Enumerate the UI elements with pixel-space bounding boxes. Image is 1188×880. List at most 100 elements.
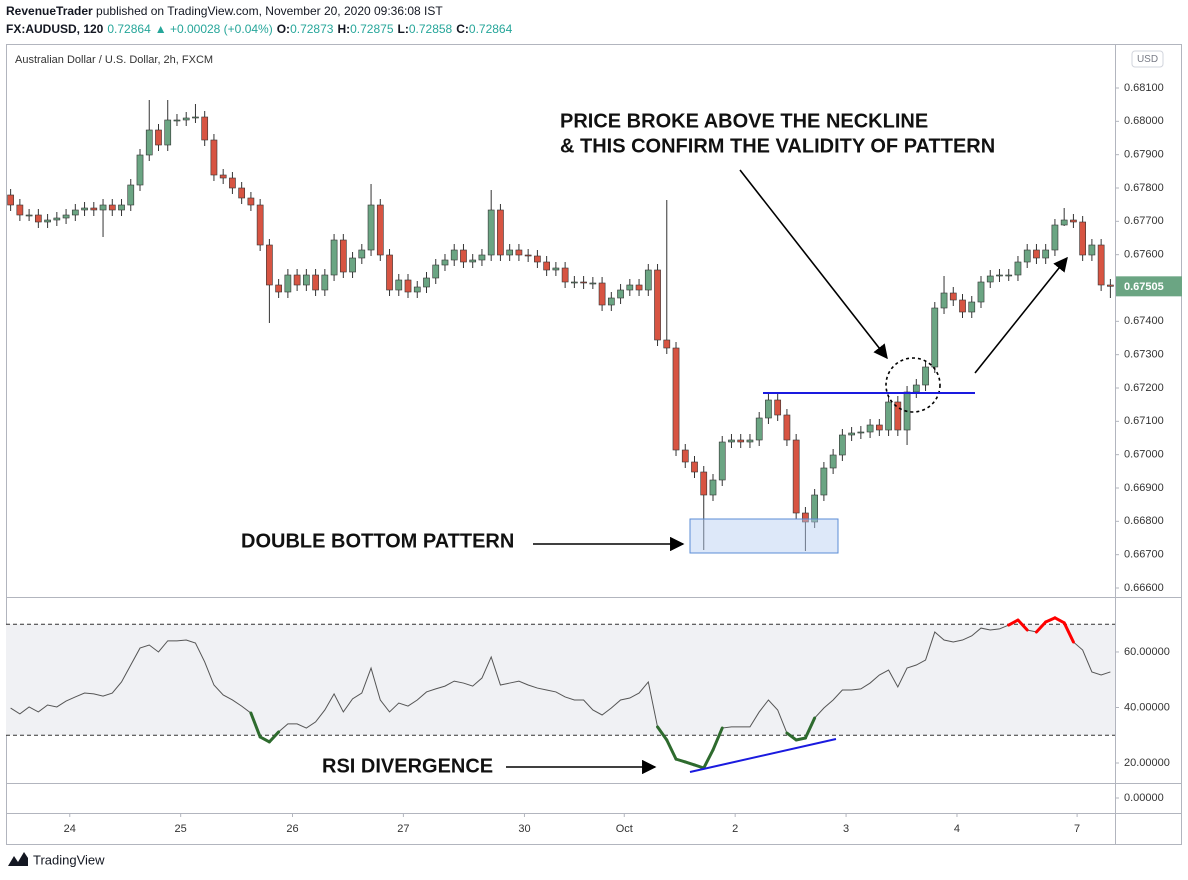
- symbol-line: FX:AUDUSD, 120 0.72864 ▲ +0.00028 (+0.04%)…: [6, 22, 513, 36]
- rsi-extreme-segment: [785, 731, 798, 742]
- candle-body: [515, 249, 523, 256]
- y-tick-label: 0.67000: [1124, 449, 1164, 461]
- candle-body: [959, 299, 966, 313]
- candle-body: [7, 194, 14, 206]
- candle-body: [691, 461, 698, 473]
- y-tick-label: 0.67700: [1124, 215, 1164, 227]
- candle-body: [423, 277, 430, 288]
- candle-body: [718, 441, 726, 481]
- candle-body: [321, 274, 329, 291]
- candle-body: [626, 284, 634, 291]
- ohlc-label: L:: [398, 22, 409, 36]
- y-tick-label: 0.66700: [1124, 549, 1164, 561]
- candle-body: [1014, 261, 1022, 276]
- change: ▲ +0.00028 (+0.04%): [155, 22, 273, 36]
- candle-body: [617, 289, 624, 299]
- candle-body: [450, 249, 458, 261]
- candle-body: [912, 384, 920, 393]
- candle-body: [413, 286, 421, 293]
- rsi-extreme-segment: [803, 716, 817, 740]
- rsi-extreme-segment: [702, 748, 715, 770]
- rsi-extreme-segment: [1007, 618, 1020, 627]
- candle-body: [219, 174, 227, 179]
- candle-body: [811, 494, 818, 523]
- y-tick-label: 0.68000: [1124, 115, 1164, 127]
- rsi-extreme-segment: [1053, 616, 1066, 625]
- y-tick-label: 20.00000: [1124, 757, 1170, 769]
- candle-body: [765, 399, 772, 419]
- divergence-line: [689, 738, 837, 773]
- candle-body: [16, 204, 24, 216]
- symbol: FX:AUDUSD, 120: [6, 22, 104, 36]
- candle-body: [210, 139, 218, 176]
- candle-body: [395, 279, 403, 291]
- candle-body: [229, 177, 236, 189]
- candle-body: [792, 439, 800, 514]
- candle-body: [62, 214, 70, 219]
- candle-body: [1070, 219, 1077, 223]
- candle-body: [1051, 224, 1059, 251]
- arrow: [739, 169, 888, 360]
- candle-body: [783, 414, 791, 441]
- candle-body: [543, 261, 550, 271]
- y-tick-label: 0.00000: [1124, 792, 1164, 804]
- y-tick-label: 40.00000: [1124, 701, 1170, 713]
- y-tick-label: 0.68100: [1124, 82, 1164, 94]
- candle-body: [524, 254, 532, 257]
- ohlc-value: 0.72858: [409, 22, 453, 36]
- x-tick-label: 3: [843, 823, 849, 835]
- candle-body: [977, 281, 985, 303]
- candle-body: [238, 187, 246, 199]
- candle-body: [386, 254, 393, 291]
- candle-body: [53, 217, 61, 221]
- arrow: [974, 256, 1068, 374]
- price: 0.72864: [107, 22, 151, 36]
- candle-body: [312, 274, 319, 291]
- candle-body: [598, 282, 606, 306]
- candle-body: [922, 366, 929, 386]
- candle-body: [469, 259, 477, 263]
- candle-body: [247, 197, 255, 206]
- candle-body: [1042, 249, 1050, 259]
- candle-body: [949, 292, 957, 301]
- ohlc-label: C:: [456, 22, 469, 36]
- x-tick-label: 7: [1074, 823, 1080, 835]
- rsi-extreme-segment: [665, 738, 678, 761]
- candle-body: [1107, 284, 1114, 287]
- y-tick-label: 0.67200: [1124, 382, 1164, 394]
- candle-body: [497, 209, 504, 256]
- x-tick-label: 26: [286, 823, 298, 835]
- rsi-extreme-segment: [267, 730, 281, 744]
- ohlc-label: O:: [277, 22, 290, 36]
- candle-body: [534, 255, 541, 263]
- candle-body: [34, 214, 42, 223]
- x-tick-label: 2: [732, 823, 738, 835]
- y-tick-label: 0.67400: [1124, 315, 1164, 327]
- candle-body: [728, 439, 735, 443]
- candle-body: [1005, 274, 1013, 277]
- candle-body: [201, 116, 209, 141]
- axes: 0.66600 0.66700 0.66800 0.66900 0.67000 0.671…: [64, 82, 1182, 835]
- x-tick-label: 30: [518, 823, 530, 835]
- rsi-line: [10, 617, 1111, 769]
- candle-body: [478, 254, 486, 261]
- candle-body: [506, 249, 514, 256]
- candle-body: [681, 449, 689, 463]
- currency-box: [1131, 50, 1164, 68]
- annotation-text: & THIS CONFIRM THE VALIDITY OF PATTERN: [560, 135, 995, 157]
- candle-body: [293, 274, 301, 286]
- y-tick-label: 0.66900: [1124, 482, 1164, 494]
- candle-body: [367, 204, 375, 251]
- candle-body: [118, 204, 125, 211]
- rsi-extreme-segment: [794, 736, 807, 742]
- candle-body: [25, 214, 33, 217]
- candle-body: [330, 239, 338, 276]
- y-tick-label: 0.66800: [1124, 515, 1164, 527]
- candle-body: [127, 184, 135, 206]
- candle-body: [968, 301, 976, 313]
- annotation-text: PRICE BROKE ABOVE THE NECKLINE: [560, 110, 928, 132]
- candle-body: [155, 129, 162, 146]
- candle-body: [561, 267, 569, 283]
- x-tick-label: 24: [64, 823, 76, 835]
